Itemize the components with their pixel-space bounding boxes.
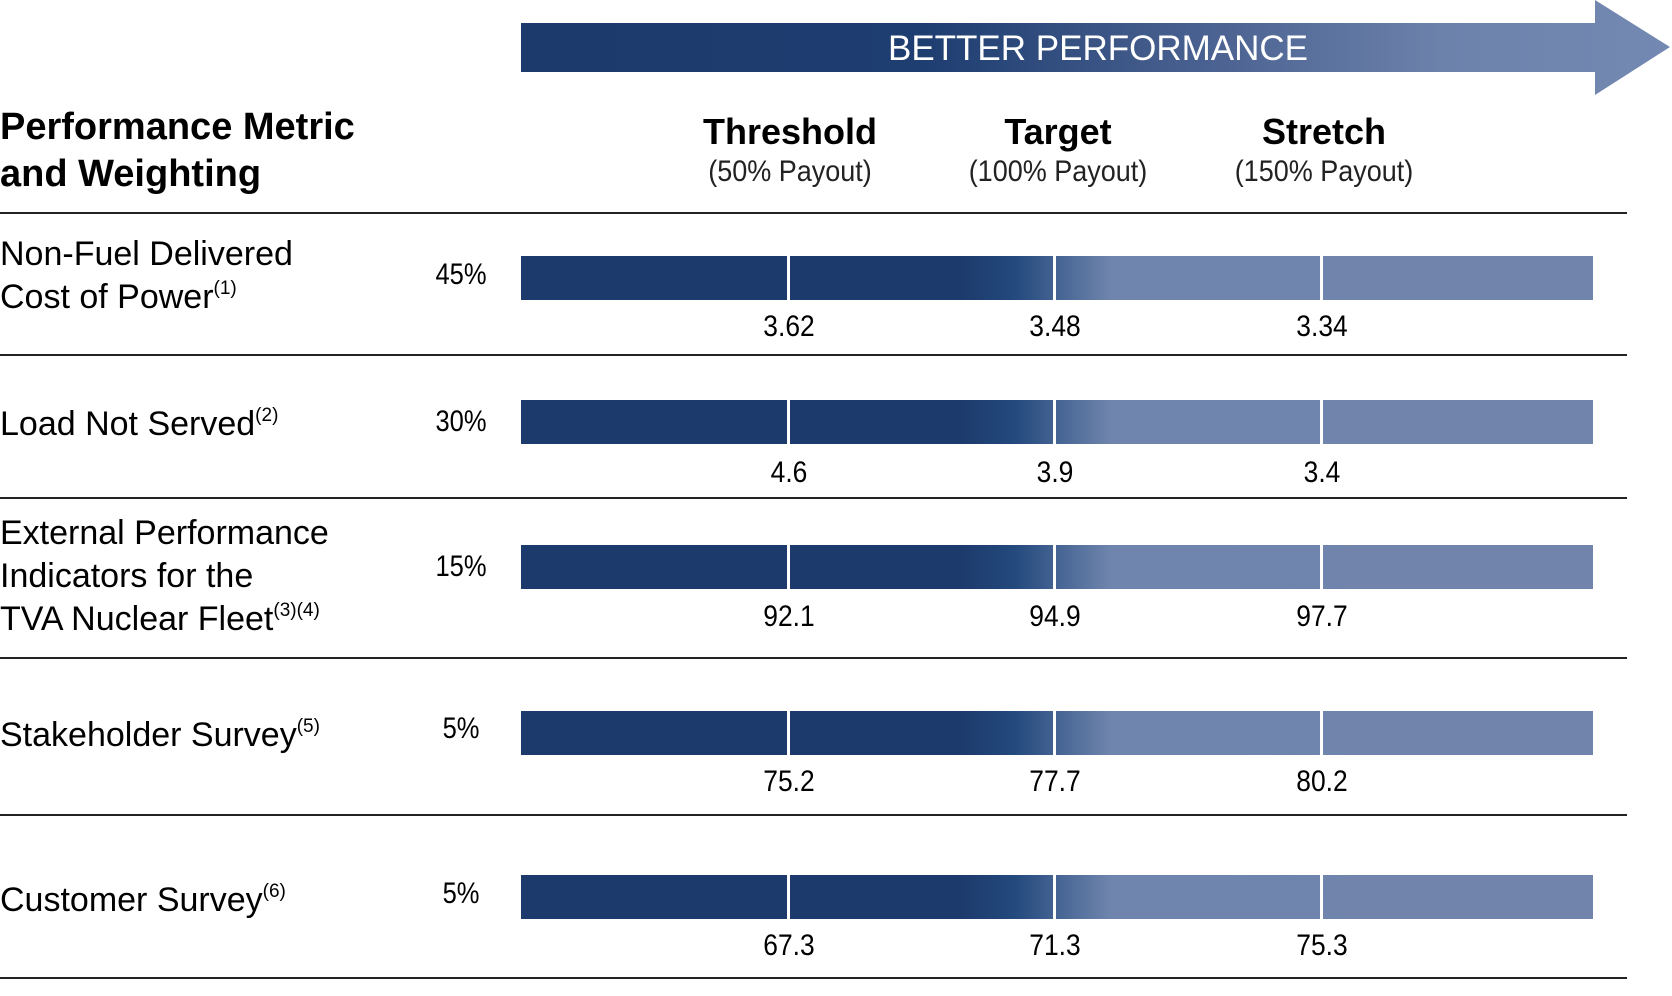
weight-value: 15% bbox=[435, 550, 487, 583]
threshold-value: 92.1 bbox=[763, 600, 815, 633]
level-name: Stretch bbox=[1261, 111, 1387, 152]
metric-label-line: Customer Survey(6) bbox=[0, 879, 420, 922]
metric-label-line: Load Not Served(2) bbox=[0, 403, 420, 446]
arrow-shape bbox=[521, 0, 1670, 95]
bar-divider bbox=[787, 545, 790, 589]
weight-value: 30% bbox=[435, 405, 487, 438]
divider bbox=[0, 657, 1627, 659]
metric-label-text: TVA Nuclear Fleet bbox=[0, 600, 274, 638]
target-value: 3.48 bbox=[1029, 310, 1081, 343]
bar-divider bbox=[1320, 256, 1323, 300]
target-value: 94.9 bbox=[1029, 600, 1081, 633]
footnote-marker: (5) bbox=[296, 716, 320, 737]
metric-label-line: External Performance bbox=[0, 514, 329, 552]
metric-label-line: TVA Nuclear Fleet(3)(4) bbox=[0, 598, 420, 641]
metric-label-text: Load Not Served bbox=[0, 405, 256, 443]
threshold-value: 3.62 bbox=[763, 310, 815, 343]
level-payout: (100% Payout) bbox=[968, 155, 1148, 188]
metric-label: Stakeholder Survey(5) bbox=[0, 714, 420, 757]
stretch-value: 3.4 bbox=[1303, 456, 1341, 489]
threshold-value: 67.3 bbox=[763, 929, 815, 962]
level-name: Threshold bbox=[702, 111, 877, 152]
level-payout: (50% Payout) bbox=[708, 155, 872, 188]
bar-divider bbox=[1320, 545, 1323, 589]
title-line-1: Performance Metric bbox=[0, 106, 355, 148]
divider bbox=[0, 977, 1627, 979]
weight-value: 5% bbox=[442, 877, 480, 910]
threshold-value: 4.6 bbox=[770, 456, 808, 489]
footnote-marker: (6) bbox=[262, 881, 286, 902]
metric-label-text: Customer Survey bbox=[0, 881, 263, 919]
metric-label-line: Indicators for the bbox=[0, 557, 254, 595]
weight-value: 45% bbox=[435, 258, 487, 291]
bar-divider bbox=[787, 256, 790, 300]
metric-label-line: Stakeholder Survey(5) bbox=[0, 714, 420, 757]
divider bbox=[0, 497, 1627, 499]
divider bbox=[0, 354, 1627, 356]
level-name: Target bbox=[1004, 111, 1112, 152]
weight-value: 5% bbox=[442, 712, 480, 745]
bar-divider bbox=[1320, 400, 1323, 444]
footnote-marker: (3)(4) bbox=[273, 600, 320, 621]
metric-label-line: Cost of Power(1) bbox=[0, 276, 420, 319]
stretch-value: 3.34 bbox=[1296, 310, 1348, 343]
target-value: 3.9 bbox=[1036, 456, 1074, 489]
metric-label-text: Stakeholder Survey bbox=[0, 716, 297, 754]
metric-label: Non-Fuel Delivered Cost of Power(1) bbox=[0, 233, 420, 319]
level-target: Target (100% Payout) bbox=[918, 112, 1198, 192]
bar-divider bbox=[787, 400, 790, 444]
level-threshold: Threshold (50% Payout) bbox=[650, 112, 930, 192]
page-title: Performance Metric and Weighting bbox=[0, 104, 420, 198]
bar-divider bbox=[1053, 545, 1056, 589]
target-value: 77.7 bbox=[1029, 765, 1081, 798]
bar-divider bbox=[1320, 711, 1323, 755]
stretch-value: 75.3 bbox=[1296, 929, 1348, 962]
bar-divider bbox=[1053, 400, 1056, 444]
performance-bar bbox=[521, 875, 1593, 919]
title-line-2: and Weighting bbox=[0, 153, 262, 195]
divider bbox=[0, 814, 1627, 816]
metric-label: Customer Survey(6) bbox=[0, 879, 420, 922]
performance-bar bbox=[521, 711, 1593, 755]
bar-divider bbox=[1053, 256, 1056, 300]
better-performance-arrow: BETTER PERFORMANCE bbox=[521, 0, 1670, 95]
stretch-value: 80.2 bbox=[1296, 765, 1348, 798]
metric-label-text: Cost of Power bbox=[0, 278, 214, 316]
stretch-value: 97.7 bbox=[1296, 600, 1348, 633]
bar-divider bbox=[1053, 711, 1056, 755]
footnote-marker: (2) bbox=[255, 405, 279, 426]
bar-divider bbox=[787, 711, 790, 755]
level-stretch: Stretch (150% Payout) bbox=[1184, 112, 1464, 192]
performance-bar bbox=[521, 256, 1593, 300]
performance-bar bbox=[521, 400, 1593, 444]
bar-divider bbox=[1320, 875, 1323, 919]
bar-divider bbox=[1053, 875, 1056, 919]
performance-bar bbox=[521, 545, 1593, 589]
banner-text: BETTER PERFORMANCE bbox=[888, 29, 1308, 68]
footnote-marker: (1) bbox=[213, 278, 237, 299]
threshold-value: 75.2 bbox=[763, 765, 815, 798]
metric-label-line: Non-Fuel Delivered bbox=[0, 235, 293, 273]
target-value: 71.3 bbox=[1029, 929, 1081, 962]
metric-label: Load Not Served(2) bbox=[0, 403, 420, 446]
bar-divider bbox=[787, 875, 790, 919]
divider bbox=[0, 212, 1627, 214]
metric-label: External Performance Indicators for the … bbox=[0, 512, 420, 641]
level-payout: (150% Payout) bbox=[1234, 155, 1414, 188]
